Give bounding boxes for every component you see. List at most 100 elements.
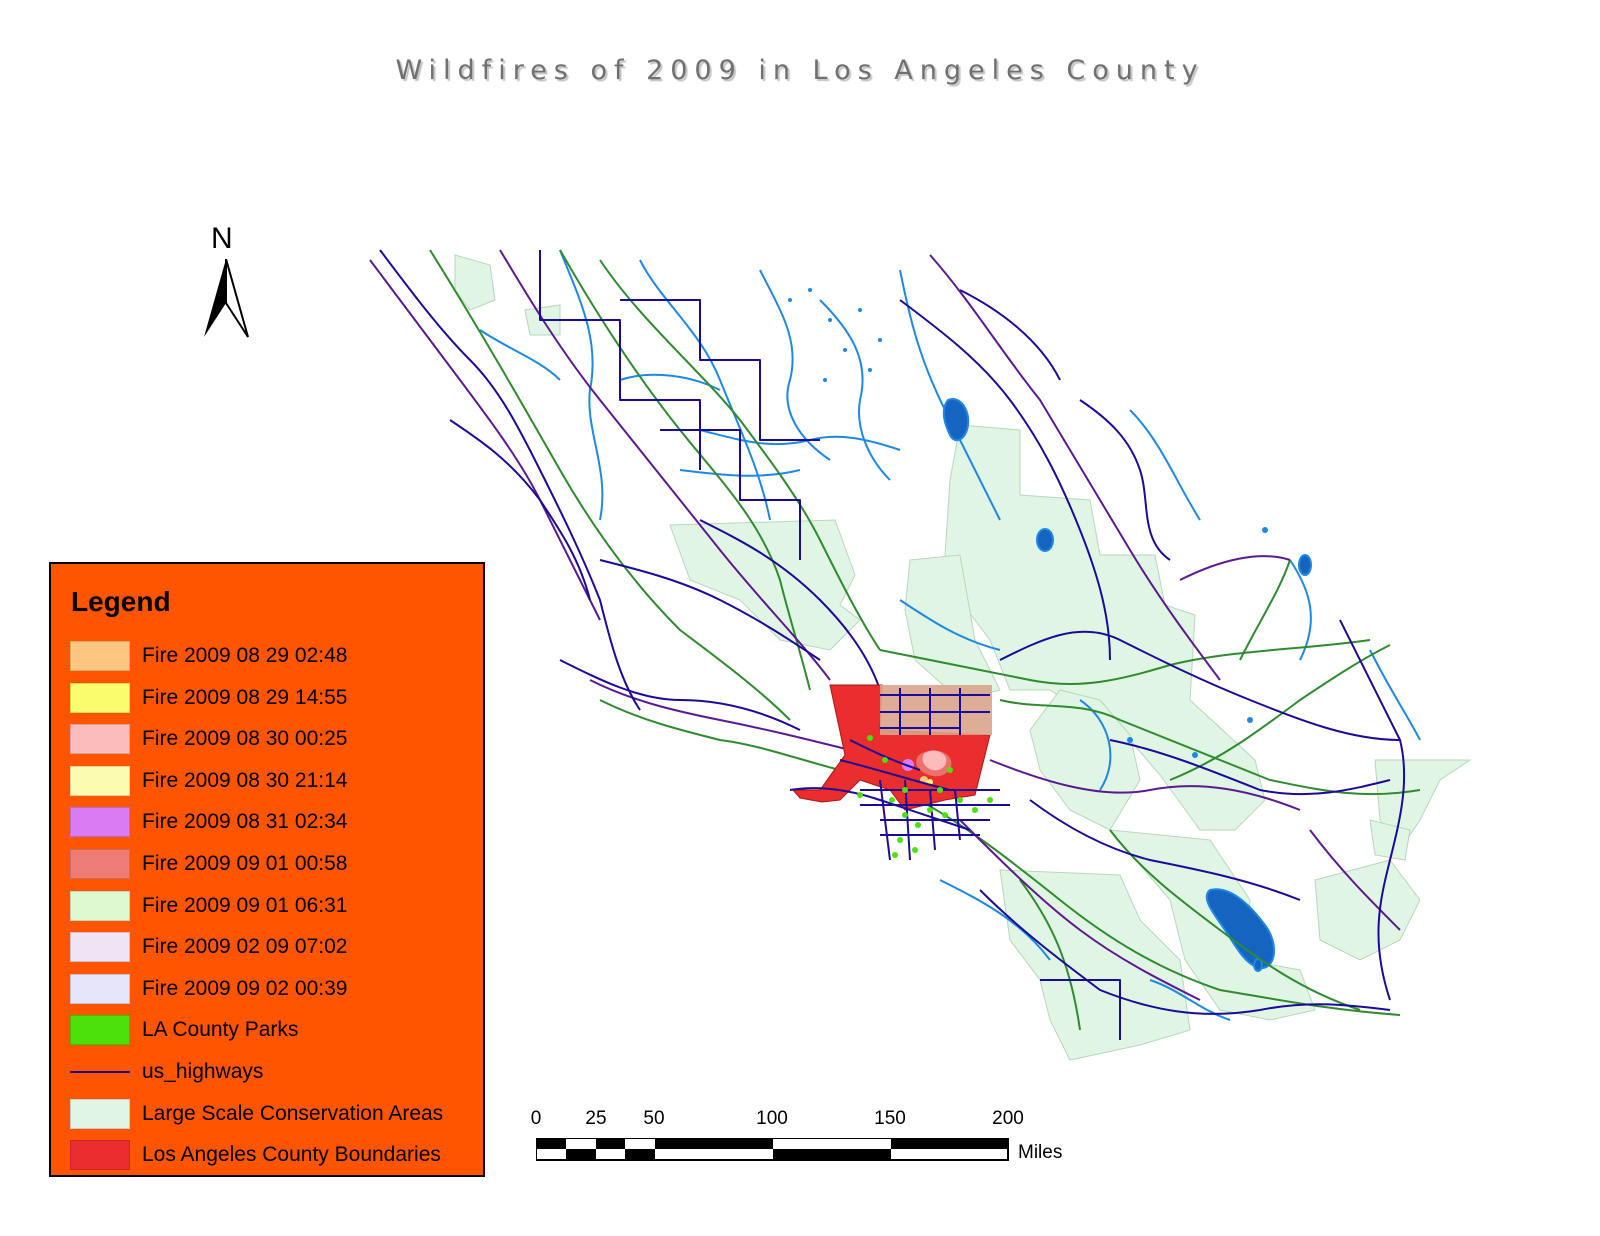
legend-label: Fire 2009 08 30 00:25 xyxy=(142,727,348,751)
park xyxy=(927,807,933,813)
state-route xyxy=(1179,555,1291,581)
river xyxy=(559,249,604,521)
pond xyxy=(878,338,882,342)
conservation-areas xyxy=(454,254,1472,1061)
legend-label: Fire 2009 08 30 21:14 xyxy=(142,768,348,792)
legend-label: Fire 2009 08 31 02:34 xyxy=(142,810,348,834)
road xyxy=(879,779,961,861)
scale-tick-label: 200 xyxy=(992,1108,1024,1129)
legend-swatch xyxy=(70,682,130,713)
legend-item: LA County Parks xyxy=(70,1014,475,1046)
us-highway xyxy=(899,299,1111,661)
legend-swatch xyxy=(70,765,130,796)
legend-swatch xyxy=(70,641,130,671)
river xyxy=(759,269,831,461)
legend-swatch xyxy=(70,1015,130,1046)
river xyxy=(939,879,1051,961)
fire-perimeters xyxy=(902,750,952,785)
legend-label: LA County Parks xyxy=(142,1018,299,1042)
fire-overlay xyxy=(880,685,992,735)
pond xyxy=(1192,752,1198,758)
park xyxy=(937,787,943,793)
la-road-grid xyxy=(789,688,1010,861)
road xyxy=(839,739,951,791)
us-highway xyxy=(1339,619,1406,1001)
us-highway xyxy=(599,559,821,661)
scale-units: Miles xyxy=(1018,1142,1063,1163)
pond xyxy=(1127,737,1133,743)
park xyxy=(915,822,921,828)
river xyxy=(1369,649,1421,741)
rail-line xyxy=(1239,559,1291,661)
road xyxy=(880,694,990,729)
rail-line xyxy=(1019,879,1081,1031)
pond xyxy=(1247,717,1253,723)
us-highway xyxy=(959,289,1061,381)
river xyxy=(1129,409,1201,521)
pond xyxy=(843,348,847,352)
conservation-area xyxy=(1369,819,1411,861)
park xyxy=(947,767,953,773)
conservation-area xyxy=(669,519,861,651)
state-route xyxy=(959,819,1201,1001)
legend-item: Fire 2009 09 02 00:39 xyxy=(70,973,475,1005)
park xyxy=(912,847,918,853)
park xyxy=(972,807,978,813)
legend-label: Fire 2009 08 29 14:55 xyxy=(142,685,348,709)
road xyxy=(789,787,971,831)
conservation-area xyxy=(999,869,1191,1061)
road xyxy=(899,688,961,735)
river xyxy=(1079,699,1112,791)
legend-swatch xyxy=(70,849,130,879)
pond xyxy=(788,298,792,302)
river xyxy=(479,329,561,381)
state-route xyxy=(1309,829,1401,931)
rail-line xyxy=(559,249,811,691)
park xyxy=(867,735,873,741)
north-label: N xyxy=(211,222,233,255)
us-highway xyxy=(1109,739,1391,796)
park xyxy=(987,797,993,803)
conservation-area xyxy=(1314,859,1421,961)
pond xyxy=(868,368,872,372)
us-highway xyxy=(449,419,591,601)
legend-label: Fire 2009 08 29 02:48 xyxy=(142,644,348,667)
legend-title: Legend xyxy=(71,586,171,617)
us-highway xyxy=(379,249,641,711)
legend-label: us_highways xyxy=(142,1060,264,1083)
river xyxy=(899,599,1001,651)
legend-item: Fire 2009 02 09 07:02 xyxy=(70,931,475,963)
river xyxy=(819,299,891,481)
legend-item: Fire 2009 08 30 21:14 xyxy=(70,765,475,797)
rail-line xyxy=(599,699,841,771)
rail-line xyxy=(429,249,791,721)
legend-label: Fire 2009 09 01 06:31 xyxy=(142,893,348,917)
us-highway xyxy=(660,429,801,560)
lakes xyxy=(942,398,1312,972)
legend-item: Fire 2009 08 31 02:34 xyxy=(70,806,475,838)
rail-line xyxy=(1109,829,1361,1011)
legend: Legend Fire 2009 08 29 02:48 Fire 2009 08… xyxy=(49,562,485,1177)
pond xyxy=(1262,527,1268,533)
park xyxy=(957,797,963,803)
legend-swatch xyxy=(70,724,130,755)
legend-item: Los Angeles County Boundaries xyxy=(70,1139,475,1171)
legend-line-swatch xyxy=(70,1071,130,1073)
us-highway xyxy=(539,250,701,470)
park xyxy=(897,837,903,843)
park xyxy=(882,757,888,763)
legend-item: Large Scale Conservation Areas xyxy=(70,1098,475,1130)
scale-bar-graphic xyxy=(536,1138,1009,1161)
pond xyxy=(828,318,832,322)
state-route xyxy=(929,254,1221,681)
mono-lake xyxy=(942,398,970,442)
rail-line xyxy=(599,259,881,651)
scale-tick-label: 0 xyxy=(530,1108,542,1129)
scale-bar: 0 25 50 100 150 200 Miles xyxy=(530,1108,1090,1168)
legend-item: Fire 2009 09 01 06:31 xyxy=(70,890,475,922)
legend-item: Fire 2009 08 29 02:48 xyxy=(70,640,475,672)
legend-item: Fire 2009 08 29 14:55 xyxy=(70,682,475,714)
legend-swatch xyxy=(70,973,130,1004)
legend-item: Fire 2009 08 30 00:25 xyxy=(70,723,475,755)
